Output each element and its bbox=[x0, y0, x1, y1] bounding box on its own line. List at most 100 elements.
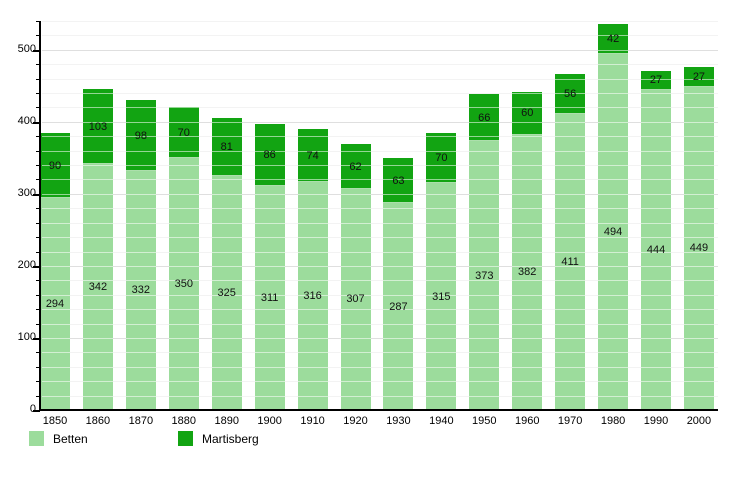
legend-item-betten: Betten bbox=[29, 431, 88, 446]
y-tick-minor bbox=[36, 381, 40, 383]
gridline-overlay bbox=[42, 107, 718, 109]
gridline-overlay bbox=[42, 150, 718, 152]
bar-1960-martisberg bbox=[512, 91, 543, 135]
x-axis-label: 1930 bbox=[386, 415, 411, 427]
y-tick-minor bbox=[36, 280, 40, 282]
gridline-overlay bbox=[42, 35, 718, 37]
y-axis-line bbox=[39, 21, 41, 411]
gridline-overlay bbox=[42, 64, 718, 66]
value-label-betten: 350 bbox=[174, 277, 193, 290]
value-label-martisberg: 86 bbox=[263, 148, 276, 161]
plot-area: 294 90 1850 342 103 1860 332 98 1870 350 70 1880 325… bbox=[40, 21, 718, 427]
y-tick-minor bbox=[36, 309, 40, 311]
bar-1870-martisberg bbox=[125, 100, 156, 171]
gridline-overlay bbox=[42, 136, 718, 138]
value-label-betten: 311 bbox=[260, 291, 279, 304]
gridline-overlay bbox=[42, 280, 718, 282]
legend-label-betten: Betten bbox=[53, 431, 88, 446]
y-tick-minor bbox=[36, 93, 40, 95]
gridline-overlay bbox=[42, 222, 718, 224]
value-label-martisberg: 63 bbox=[392, 174, 405, 187]
value-label-martisberg: 42 bbox=[606, 33, 620, 45]
gridline-overlay bbox=[42, 237, 718, 239]
gridline-overlay bbox=[42, 78, 718, 80]
gridline-overlay bbox=[42, 21, 718, 22]
y-tick-major bbox=[33, 121, 40, 124]
gridline-overlay bbox=[42, 193, 718, 195]
gridline-overlay bbox=[42, 395, 718, 397]
bar-1920-betten bbox=[340, 188, 371, 410]
x-axis-label: 1890 bbox=[214, 415, 239, 427]
legend-label-martisberg: Martisberg bbox=[202, 431, 259, 446]
y-tick-minor bbox=[36, 107, 40, 109]
y-tick-minor bbox=[36, 323, 40, 325]
value-label-betten: 316 bbox=[303, 290, 322, 303]
value-label-martisberg: 90 bbox=[48, 159, 62, 172]
y-tick-major bbox=[33, 410, 40, 412]
bar-1890-betten bbox=[211, 175, 242, 410]
y-axis-label: 200 bbox=[17, 258, 36, 271]
legend-item-martisberg: Martisberg bbox=[178, 431, 259, 446]
value-label-martisberg: 56 bbox=[564, 87, 577, 100]
x-axis-label: 1940 bbox=[429, 415, 454, 427]
gridline-overlay bbox=[42, 366, 718, 368]
value-label-betten: 332 bbox=[131, 284, 151, 297]
bar-1910-martisberg bbox=[297, 129, 328, 183]
bar-1870-betten bbox=[125, 170, 156, 410]
bar-1950-martisberg bbox=[469, 93, 500, 142]
bar-1970-betten bbox=[555, 113, 586, 410]
bar-1860-betten bbox=[82, 163, 113, 410]
y-tick-minor bbox=[36, 237, 40, 239]
legend-swatch-martisberg bbox=[178, 431, 193, 446]
value-label-martisberg: 27 bbox=[692, 70, 706, 83]
bar-1940-betten bbox=[426, 183, 457, 410]
gridline-overlay bbox=[42, 49, 718, 51]
value-label-betten: 411 bbox=[561, 255, 579, 268]
x-axis-label: 1900 bbox=[257, 415, 282, 427]
value-label-martisberg: 62 bbox=[349, 160, 362, 173]
y-tick-major bbox=[33, 49, 40, 52]
legend-swatch-betten bbox=[29, 431, 44, 446]
x-axis-label: 1870 bbox=[128, 415, 154, 427]
x-axis-label: 1980 bbox=[600, 415, 626, 427]
value-label-betten: 494 bbox=[603, 226, 623, 239]
y-tick-minor bbox=[36, 136, 40, 138]
bar-1900-martisberg bbox=[254, 124, 285, 186]
gridline-overlay bbox=[42, 121, 718, 123]
value-label-martisberg: 66 bbox=[478, 111, 491, 124]
y-tick-minor bbox=[36, 251, 40, 253]
y-tick-minor bbox=[36, 150, 40, 152]
gridline-overlay bbox=[42, 309, 718, 311]
y-tick-minor bbox=[36, 179, 40, 181]
value-label-betten: 315 bbox=[432, 290, 451, 303]
bar-1990-martisberg bbox=[641, 70, 672, 91]
value-label-betten: 307 bbox=[346, 293, 365, 306]
x-axis-label: 2000 bbox=[686, 415, 712, 427]
y-tick-minor bbox=[36, 294, 40, 296]
y-axis-label: 100 bbox=[17, 330, 36, 343]
gridline-overlay bbox=[42, 165, 718, 167]
bar-1980-martisberg bbox=[598, 23, 629, 55]
y-axis-label: 300 bbox=[17, 186, 36, 199]
y-tick-minor bbox=[36, 352, 40, 354]
y-axis-label: 400 bbox=[17, 114, 36, 127]
x-axis-line bbox=[39, 409, 718, 411]
bar-2000-martisberg bbox=[683, 67, 714, 87]
gridline-overlay bbox=[42, 93, 718, 95]
x-axis-label: 1920 bbox=[343, 415, 368, 427]
bar-1980-betten bbox=[598, 54, 629, 410]
bar-1910-betten bbox=[297, 182, 328, 410]
x-axis-label: 1860 bbox=[85, 415, 111, 427]
y-axis-label: 500 bbox=[17, 42, 36, 55]
value-label-betten: 325 bbox=[217, 286, 236, 299]
y-tick-minor bbox=[36, 78, 40, 80]
value-label-betten: 342 bbox=[88, 280, 108, 293]
value-label-martisberg: 103 bbox=[88, 120, 108, 133]
bar-1880-betten bbox=[168, 157, 199, 410]
x-axis-label: 1910 bbox=[300, 415, 325, 427]
bar-2000-betten bbox=[683, 86, 714, 410]
x-axis-label: 1850 bbox=[42, 415, 68, 427]
bar-1890-martisberg bbox=[211, 117, 242, 176]
y-tick-minor bbox=[36, 35, 40, 37]
value-label-betten: 444 bbox=[646, 244, 666, 257]
